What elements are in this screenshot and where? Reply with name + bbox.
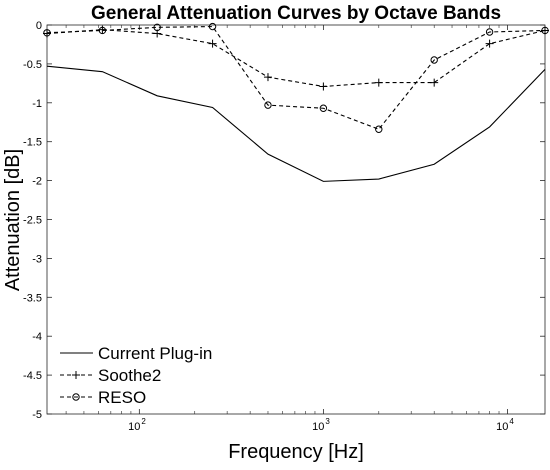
x-tick-label: 10 [496, 421, 508, 433]
series-point-reso [541, 26, 549, 35]
y-tick-label: -2 [32, 176, 42, 188]
series-line-soothe2 [46, 29, 546, 88]
series-point-reso [98, 26, 107, 35]
series-point-reso [43, 29, 51, 37]
y-tick-label: -1 [32, 98, 42, 110]
series-point-soothe2 [374, 78, 383, 87]
y-tick-label: -3.5 [23, 292, 42, 304]
series-point-reso [430, 56, 438, 64]
x-tick-exponent: 4 [509, 417, 514, 426]
series-point-soothe2 [485, 39, 494, 48]
series-point-reso [153, 23, 161, 32]
legend-marker-reso [72, 393, 80, 401]
y-tick-label: -2.5 [23, 215, 42, 227]
x-tick-label: 10 [128, 421, 140, 433]
x-tick-exponent: 2 [141, 417, 146, 426]
plot-area: 0-0.5-1-1.5-2-2.5-3-3.5-4-4.5-510 2 10 3 10 4… [23, 20, 549, 433]
x-tick-exponent: 3 [325, 417, 330, 426]
y-tick-label: -3 [32, 253, 42, 265]
legend-label: RESO [98, 388, 146, 407]
x-tick-label: 10 [312, 421, 324, 433]
x-axis-label: Frequency [Hz] [228, 441, 364, 463]
series-line-current-plug-in [46, 65, 546, 182]
series-point-reso [208, 22, 217, 31]
series-point-reso [375, 125, 383, 133]
legend-label: Soothe2 [98, 366, 161, 385]
y-axis-label: Attenuation [dB] [2, 149, 24, 291]
y-tick-label: -4 [32, 331, 42, 343]
legend-label: Current Plug-in [98, 344, 212, 363]
y-tick-label: -4.5 [23, 370, 42, 382]
legend-marker-soothe2 [72, 371, 80, 379]
series-point-soothe2 [541, 26, 549, 35]
series-point-reso [485, 28, 494, 36]
series-point-soothe2 [208, 39, 217, 48]
series-point-soothe2 [430, 78, 439, 87]
series-point-reso [319, 104, 328, 112]
chart-title: General Attenuation Curves by Octave Ban… [91, 3, 501, 24]
y-tick-label: -5 [32, 409, 42, 421]
series-line-reso [46, 26, 546, 130]
series-point-soothe2 [319, 82, 328, 91]
y-tick-label: 0 [36, 20, 42, 32]
series-point-soothe2 [263, 73, 272, 82]
y-tick-label: -0.5 [23, 59, 42, 71]
series-point-reso [264, 101, 272, 109]
y-tick-label: -1.5 [23, 137, 42, 149]
